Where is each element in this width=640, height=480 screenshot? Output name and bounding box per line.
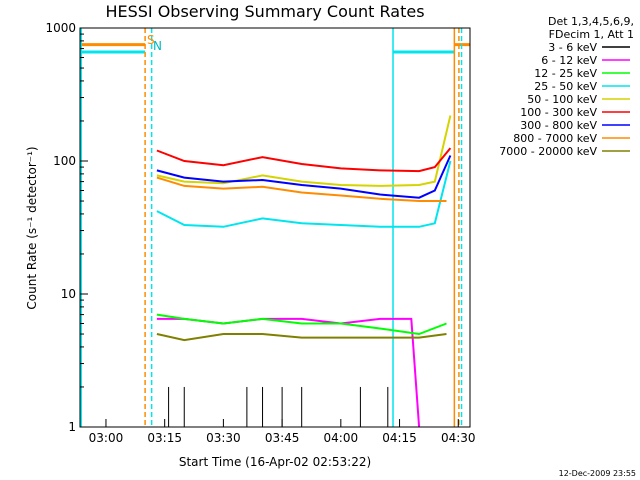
series-7000-20000-kev: [156, 333, 447, 342]
vertical-markers: [80, 28, 463, 427]
x-axis-ticks: 03:00 03:15 03:30 03:45 04:00 04:15 04:30: [89, 419, 476, 445]
legend-header-2: FDecim 1, Att 1: [549, 28, 634, 41]
series-100-300-kev: [156, 147, 452, 173]
series-300-800-kev: [156, 155, 452, 199]
legend-label-3-6-kev: 3 - 6 keV: [548, 41, 597, 54]
footer-date: 12-Dec-2009 23:55: [559, 469, 636, 478]
legend-label-50-100-kev: 50 - 100 keV: [527, 93, 597, 106]
x-tick-label-03-15: 03:15: [147, 431, 182, 445]
series-25-50-kev: [156, 160, 452, 228]
series-12-25-kev: [156, 313, 447, 336]
y-axis-label: Count Rate (s⁻¹ detector⁻¹): [25, 146, 39, 309]
marker-n-label: N: [153, 39, 162, 53]
x-tick-label-04-15: 04:15: [382, 431, 417, 445]
series-6-12-kev: [156, 317, 421, 428]
legend-label-300-800-kev: 300 - 800 keV: [520, 119, 597, 132]
x-tick-label-04-30: 04:30: [441, 431, 476, 445]
legend-label-800-7000-kev: 800 - 7000 keV: [513, 132, 597, 145]
marker-s-label: S: [147, 33, 155, 47]
chart-title: HESSI Observing Summary Count Rates: [105, 2, 424, 21]
y-tick-label-100: 100: [53, 154, 76, 168]
x-tick-label-03-45: 03:45: [265, 431, 300, 445]
y-tick-label-1: 1: [68, 420, 76, 434]
legend-label-100-300-kev: 100 - 300 keV: [520, 106, 597, 119]
legend-label-7000-20000-kev: 7000 - 20000 keV: [499, 145, 597, 158]
series-50-100-kev: [156, 115, 452, 187]
legend-label-25-50-kev: 25 - 50 keV: [534, 80, 597, 93]
legend-header-1: Det 1,3,4,5,6,9,: [548, 15, 634, 28]
x-axis-label: Start Time (16-Apr-02 02:53:22): [179, 455, 371, 469]
series-800-7000-kev: [156, 176, 447, 202]
x-tick-label-03-00: 03:00: [89, 431, 124, 445]
legend: Det 1,3,4,5,6,9, FDecim 1, Att 1 3 - 6 k…: [499, 15, 634, 158]
y-tick-label-10: 10: [61, 287, 76, 301]
x-tick-label-04-00: 04:00: [324, 431, 359, 445]
legend-label-6-12-kev: 6 - 12 keV: [541, 54, 597, 67]
x-tick-label-03-30: 03:30: [206, 431, 241, 445]
y-axis-ticks: 1 10 100 1000: [45, 21, 88, 434]
y-tick-label-1000: 1000: [45, 21, 76, 35]
plot-frame: [79, 27, 471, 428]
flag-bars: [80, 43, 470, 54]
legend-label-12-25-kev: 12 - 25 keV: [534, 67, 597, 80]
data-series: [156, 115, 452, 428]
